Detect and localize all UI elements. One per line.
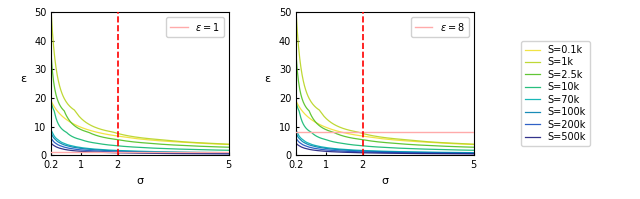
- Legend: $\varepsilon = 8$: $\varepsilon = 8$: [411, 17, 468, 37]
- Y-axis label: ε: ε: [20, 74, 26, 84]
- X-axis label: σ: σ: [136, 176, 143, 186]
- Legend: S=0.1k, S=1k, S=2.5k, S=10k, S=70k, S=100k, S=200k, S=500k: S=0.1k, S=1k, S=2.5k, S=10k, S=70k, S=10…: [521, 41, 590, 146]
- X-axis label: σ: σ: [381, 176, 388, 186]
- Legend: $\varepsilon = 1$: $\varepsilon = 1$: [166, 17, 224, 37]
- Y-axis label: ε: ε: [265, 74, 271, 84]
